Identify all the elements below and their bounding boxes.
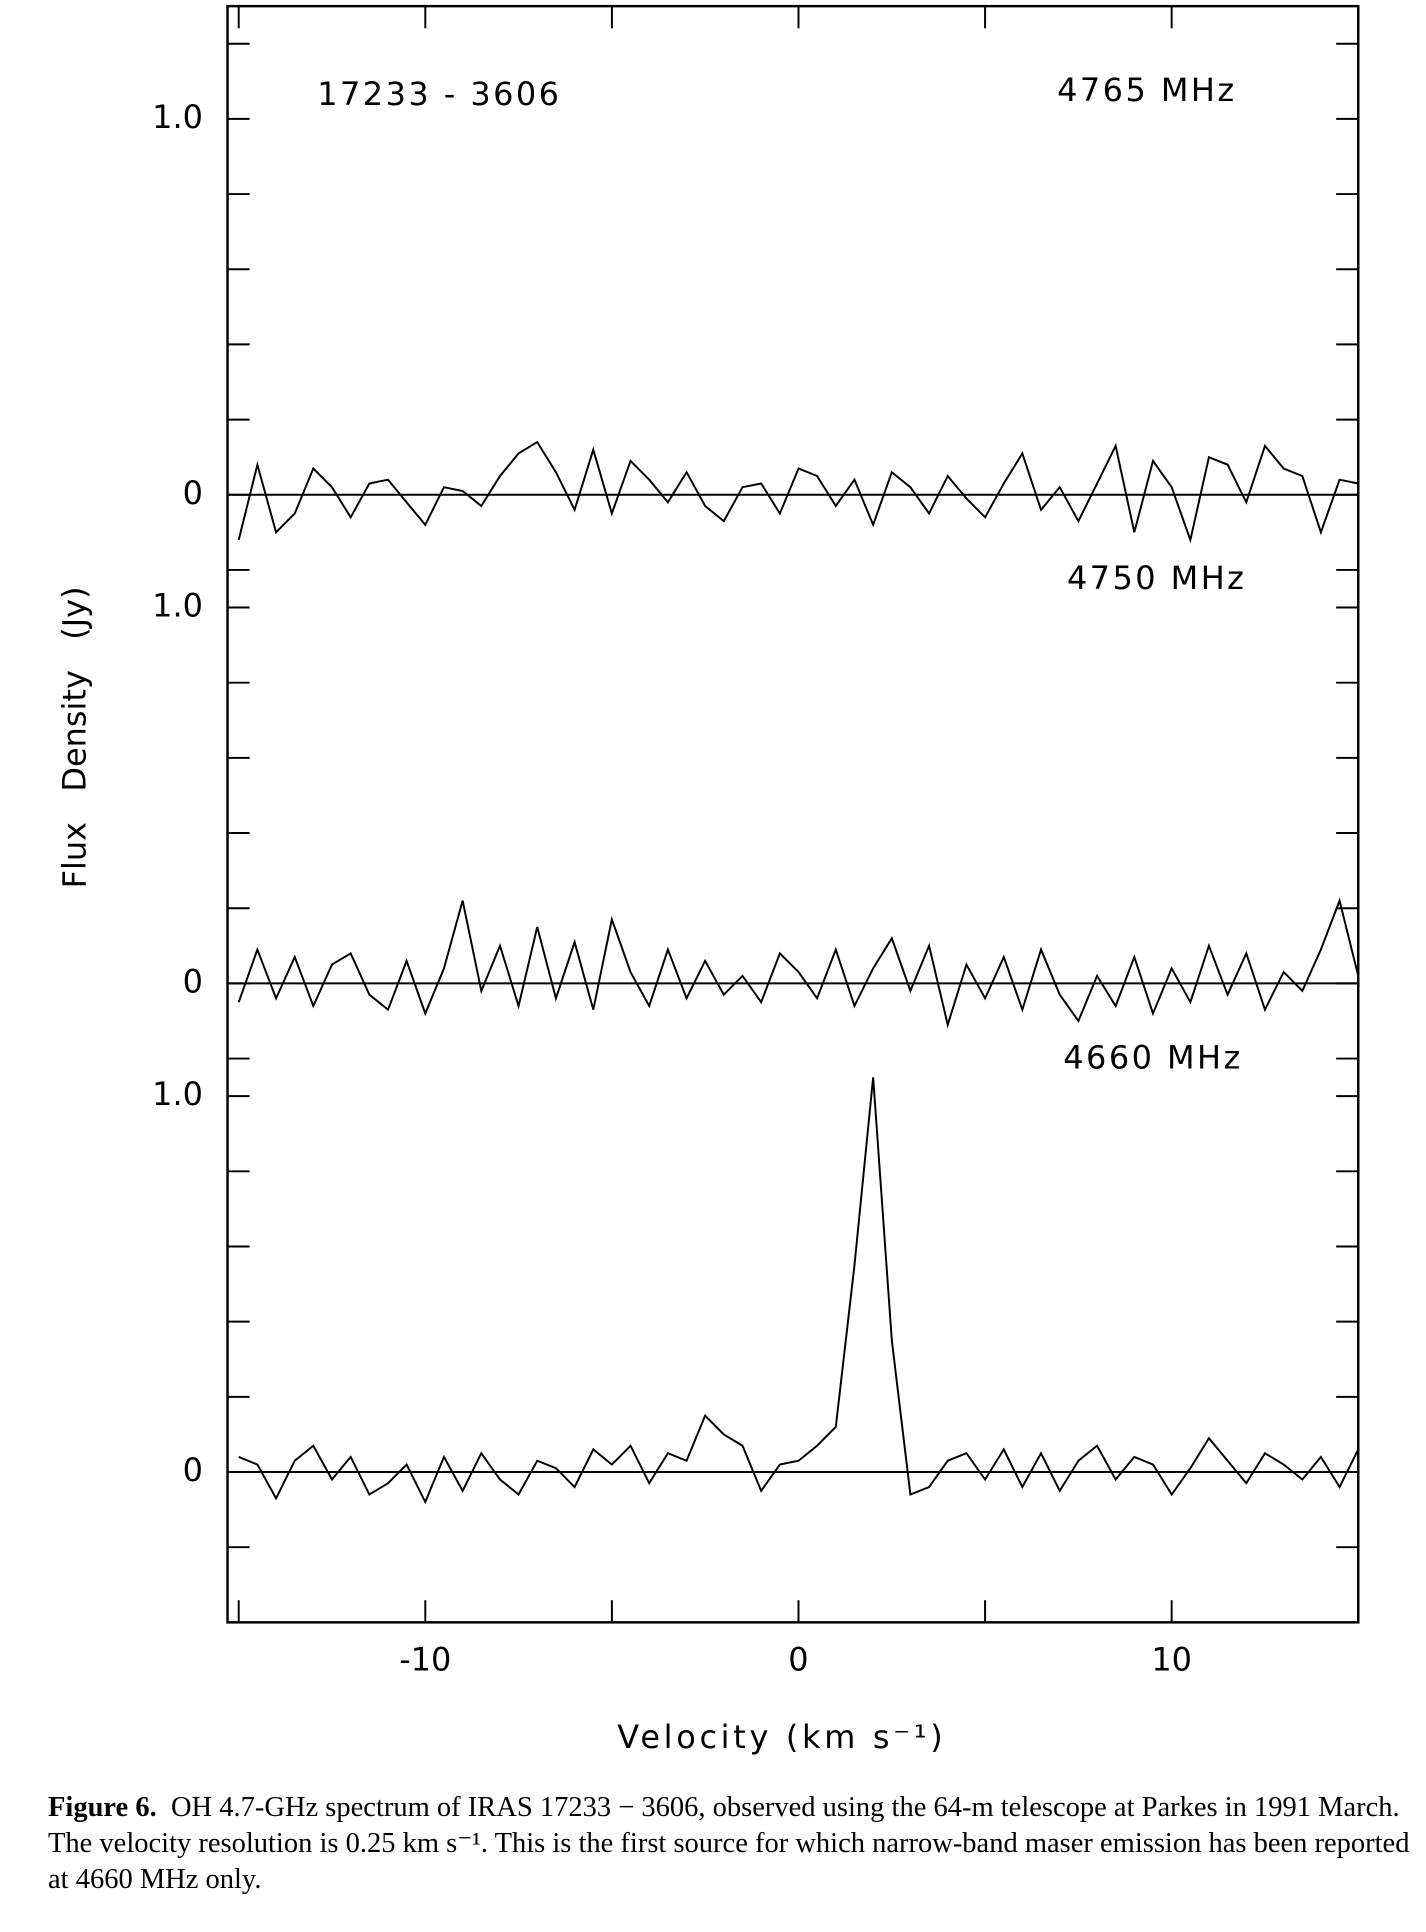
x-tick-label: 0 [788, 1641, 808, 1679]
panel-label: 4765 MHz [1057, 71, 1236, 109]
x-axis-label: Velocity (km s⁻¹) [617, 1718, 946, 1756]
y-tick-label: 1.0 [152, 1075, 203, 1113]
spectrum-line [237, 440, 1359, 544]
y-tick-label: 1.0 [152, 587, 203, 625]
spectrum-line [238, 1077, 1360, 1505]
spectrum-line [237, 897, 1360, 1029]
y-tick-label: 0 [183, 474, 203, 512]
y-tick-label: 0 [183, 1451, 203, 1489]
y-tick-label: 1.0 [152, 98, 203, 136]
panel-label: 4660 MHz [1063, 1038, 1242, 1076]
x-tick-label: -10 [399, 1641, 451, 1679]
caption-text: OH 4.7-GHz spectrum of IRAS 17233 − 3606… [48, 1792, 1410, 1895]
x-tick-label: 10 [1151, 1641, 1192, 1679]
y-tick-label: 0 [183, 962, 203, 1000]
y-axis-label: Flux Density (Jy) [55, 586, 93, 888]
plot-frame [226, 4, 1360, 1624]
caption-label: Figure 6. [48, 1792, 157, 1823]
panel-label: 4750 MHz [1067, 559, 1246, 597]
chart: Flux Density (Jy) Velocity (km s⁻¹) -10 0… [55, 4, 1360, 1756]
annotation: 17233 - 3606 [317, 75, 561, 113]
caption: Figure 6. OH 4.7-GHz spectrum of IRAS 17… [48, 1790, 1418, 1898]
